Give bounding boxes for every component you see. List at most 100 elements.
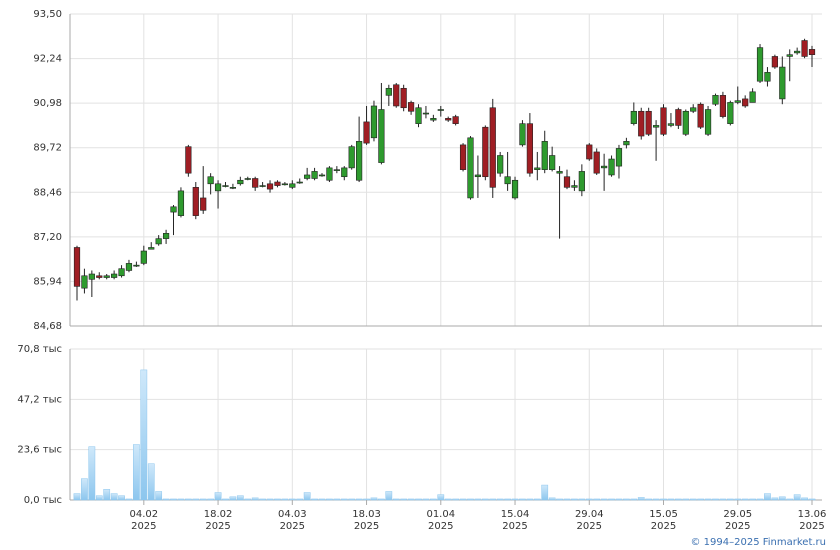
- volume-bar: [615, 498, 623, 501]
- candle-body: [378, 109, 385, 163]
- candle-body: [697, 103, 704, 128]
- volume-bar: [207, 498, 215, 501]
- candle-body: [88, 273, 95, 280]
- volume-bar: [444, 498, 452, 501]
- candle-body: [200, 197, 207, 211]
- candle-body: [638, 110, 645, 137]
- candle-body: [274, 181, 281, 186]
- candle-body: [266, 183, 274, 190]
- volume-bar: [771, 497, 779, 501]
- volume-bar: [184, 498, 192, 501]
- candle-body: [556, 171, 563, 174]
- volume-bar: [244, 498, 252, 501]
- volume-bar: [118, 495, 125, 501]
- candle-body: [526, 123, 533, 174]
- footer-link[interactable]: © 1994–2025 Finmarket.ru: [690, 537, 826, 548]
- candle-body: [437, 109, 444, 111]
- volume-bar: [274, 498, 281, 501]
- candle-body: [727, 102, 734, 124]
- volume-bar: [177, 498, 185, 501]
- volume-bar: [541, 484, 549, 501]
- volume-bar: [712, 498, 719, 501]
- candle-body: [118, 268, 125, 277]
- candle-body: [571, 185, 578, 188]
- volume-bar: [585, 498, 593, 501]
- volume-bar: [259, 498, 266, 501]
- y-tick-label: 93,50: [33, 9, 62, 20]
- volume-bar: [214, 492, 222, 501]
- x-tick-label: 2025: [725, 521, 750, 532]
- candle-body: [81, 275, 88, 289]
- candle-body: [652, 125, 660, 128]
- volume-bar: [318, 498, 326, 501]
- candle-body: [749, 91, 756, 103]
- candle-body: [786, 54, 793, 57]
- volume-bar: [370, 497, 378, 501]
- volume-bar: [110, 493, 118, 501]
- x-tick-label: 18.02: [204, 509, 233, 520]
- volume-bar: [281, 498, 289, 501]
- candle-body: [281, 183, 288, 186]
- candle-body: [660, 107, 667, 135]
- candle-body: [133, 264, 140, 267]
- candle-body: [601, 165, 608, 169]
- x-tick-label: 2025: [502, 521, 527, 532]
- volume-bar: [222, 498, 229, 501]
- volume-bar: [192, 498, 200, 501]
- y-tick-label: 47,2 тыс: [17, 394, 62, 405]
- candle-body: [252, 178, 259, 188]
- x-tick-label: 2025: [205, 521, 230, 532]
- volume-bar: [489, 498, 497, 501]
- volume-bar: [326, 498, 333, 501]
- candle-body: [578, 171, 585, 192]
- volume-bar: [519, 498, 526, 501]
- volume-bar: [682, 498, 690, 501]
- volume-bar: [378, 498, 385, 501]
- candle-body: [333, 169, 340, 171]
- candle-body: [445, 118, 452, 121]
- volume-bar: [481, 498, 489, 501]
- candle-body: [742, 98, 749, 107]
- volume-bar: [348, 498, 356, 501]
- volume-bar: [333, 498, 341, 501]
- candle-body: [363, 121, 370, 144]
- candle-body: [682, 110, 689, 135]
- volume-bar: [452, 498, 460, 501]
- x-tick-label: 18.03: [352, 509, 381, 520]
- candle-body: [467, 137, 474, 199]
- candle-body: [326, 167, 333, 181]
- y-tick-label: 70,8 тыс: [17, 344, 62, 355]
- candle-body: [459, 144, 467, 170]
- volume-bar: [793, 494, 801, 501]
- volume-bar: [422, 498, 430, 501]
- candle-body: [244, 178, 251, 180]
- y-tick-label: 90,98: [33, 98, 62, 109]
- volume-bar: [363, 498, 370, 501]
- volume-bar: [88, 446, 96, 501]
- candle-body: [311, 171, 318, 179]
- x-tick-label: 2025: [799, 521, 824, 532]
- volume-bar: [630, 498, 638, 501]
- y-tick-label: 23,6 тыс: [17, 445, 62, 456]
- volume-bar: [726, 498, 734, 501]
- candle-body: [764, 72, 771, 82]
- candle-body: [415, 107, 422, 124]
- volume-bar: [311, 498, 318, 501]
- candle-body: [756, 47, 764, 82]
- x-tick-label: 2025: [131, 521, 156, 532]
- candle-body: [541, 141, 548, 170]
- volume-bar: [674, 498, 682, 501]
- candle-body: [162, 233, 170, 239]
- volume-bar: [340, 498, 348, 501]
- candle-body: [593, 151, 600, 174]
- volume-bar: [199, 498, 207, 501]
- candle-body: [534, 167, 541, 170]
- candle-body: [148, 247, 155, 250]
- candle-body: [719, 95, 727, 117]
- volume-bar: [741, 498, 749, 501]
- candle-body: [608, 158, 615, 176]
- volume-bar: [73, 493, 81, 501]
- candle-body: [704, 109, 712, 135]
- volume-bar: [288, 498, 296, 501]
